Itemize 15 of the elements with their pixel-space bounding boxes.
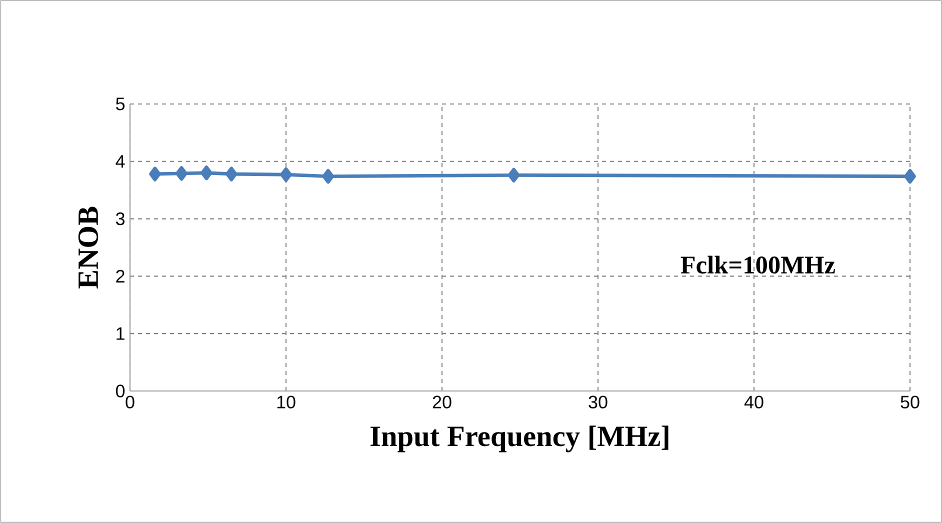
y-tick-label: 1 (116, 327, 124, 340)
annotation: Fclk=100MHz (680, 256, 835, 274)
x-tick-label: 40 (744, 396, 764, 408)
y-tick-label: 4 (116, 155, 125, 168)
x-tick-label: 50 (900, 396, 920, 408)
y-tick-label: 5 (116, 98, 125, 110)
y-tick-label: 0 (116, 384, 125, 398)
x-tick-label: 0 (126, 396, 134, 408)
y-tick-label: 3 (116, 212, 125, 226)
x-tick-label: 10 (277, 396, 296, 408)
y-axis-title: ENOB (78, 206, 98, 289)
x-axis-title: Input Frequency [MHz] (370, 426, 668, 452)
x-tick-label: 30 (588, 396, 608, 408)
y-tick-label: 2 (116, 270, 124, 282)
x-tick-label: 20 (432, 396, 452, 408)
